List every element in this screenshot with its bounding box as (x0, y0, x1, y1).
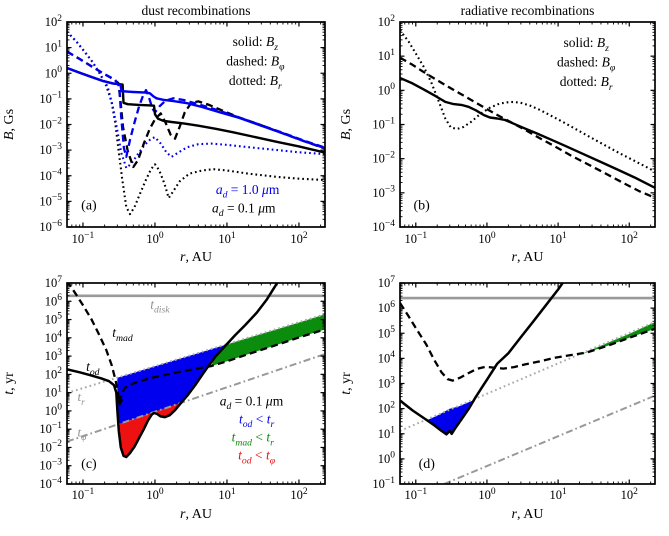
svg-text:10−1: 10−1 (72, 231, 95, 246)
svg-text:105: 105 (45, 311, 63, 326)
panel-d-chart: 10−1 100 101 102 107 106 105 104 103 102 101 100 10−… (339, 275, 656, 522)
svg-text:101: 101 (549, 487, 567, 502)
svg-text:10−1: 10−1 (372, 476, 395, 491)
svg-text:tod < tφ: tod < tφ (238, 448, 276, 467)
svg-text:102: 102 (290, 231, 308, 246)
svg-text:103: 103 (378, 375, 396, 390)
svg-text:107: 107 (45, 275, 63, 290)
svg-text:t, yr: t, yr (2, 372, 17, 395)
svg-text:10−1: 10−1 (39, 421, 62, 436)
svg-text:101: 101 (45, 39, 63, 54)
svg-text:B, Gs: B, Gs (2, 109, 17, 140)
svg-text:101: 101 (549, 231, 567, 246)
svg-text:dashed: Bφ: dashed: Bφ (557, 55, 616, 74)
panel-c-chart: 10−1 100 101 102 107 106 105 104 103 102 101 100 10−… (2, 275, 326, 522)
svg-text:radiative recombinations: radiative recombinations (461, 3, 595, 18)
svg-text:10−1: 10−1 (39, 91, 62, 106)
svg-text:dotted: Br: dotted: Br (560, 74, 613, 93)
svg-text:100: 100 (478, 487, 496, 502)
svg-text:solid: Bz: solid: Bz (563, 35, 609, 54)
svg-text:10−1: 10−1 (72, 487, 95, 502)
svg-text:10−1: 10−1 (372, 116, 395, 131)
svg-text:10−3: 10−3 (39, 457, 62, 472)
svg-text:r, AU: r, AU (180, 507, 212, 522)
svg-text:101: 101 (218, 487, 236, 502)
svg-text:105: 105 (378, 325, 396, 340)
panel-a-chart: 10−1 100 101 102 102 101 100 10−1 10−2 10−3 10−4 10… (2, 3, 326, 265)
svg-text:10−2: 10−2 (372, 150, 395, 165)
svg-text:10−4: 10−4 (39, 168, 62, 183)
svg-text:10−4: 10−4 (39, 476, 62, 491)
svg-text:10−4: 10−4 (372, 219, 395, 234)
svg-text:tdisk: tdisk (150, 297, 170, 316)
svg-text:100: 100 (378, 451, 396, 466)
svg-text:102: 102 (378, 14, 396, 29)
svg-text:102: 102 (290, 487, 308, 502)
svg-text:r, AU: r, AU (180, 250, 212, 265)
svg-text:100: 100 (45, 65, 63, 80)
svg-text:10−3: 10−3 (372, 185, 395, 200)
svg-text:102: 102 (45, 14, 63, 29)
svg-text:10−6: 10−6 (39, 219, 62, 234)
svg-text:101: 101 (218, 231, 236, 246)
svg-text:100: 100 (378, 82, 396, 97)
svg-text:10−1: 10−1 (404, 487, 427, 502)
svg-text:100: 100 (478, 231, 496, 246)
svg-text:(a): (a) (81, 198, 97, 213)
svg-text:10−1: 10−1 (404, 231, 427, 246)
svg-text:104: 104 (378, 350, 396, 365)
svg-text:(b): (b) (414, 198, 431, 213)
svg-text:t, yr: t, yr (339, 372, 354, 395)
svg-text:(c): (c) (81, 457, 97, 472)
svg-text:tmad < tr: tmad < tr (232, 429, 275, 448)
svg-text:ad = 1.0 μm: ad = 1.0 μm (216, 182, 280, 201)
svg-text:102: 102 (378, 400, 396, 415)
svg-text:101: 101 (378, 48, 396, 63)
svg-text:(d): (d) (419, 457, 436, 472)
svg-text:tod < tr: tod < tr (239, 411, 275, 430)
svg-text:106: 106 (378, 300, 396, 315)
svg-text:100: 100 (45, 403, 63, 418)
svg-text:10−2: 10−2 (39, 439, 62, 454)
svg-text:106: 106 (45, 293, 63, 308)
svg-text:dashed: Bφ: dashed: Bφ (226, 54, 285, 73)
svg-text:104: 104 (45, 330, 63, 345)
svg-text:102: 102 (45, 366, 63, 381)
svg-text:103: 103 (45, 348, 63, 363)
svg-text:solid: Bz: solid: Bz (233, 34, 279, 53)
svg-text:101: 101 (45, 384, 63, 399)
svg-text:102: 102 (621, 487, 639, 502)
svg-text:B, Gs: B, Gs (339, 109, 354, 140)
svg-text:tr: tr (78, 389, 86, 408)
svg-text:10−3: 10−3 (39, 142, 62, 157)
svg-text:107: 107 (378, 275, 396, 290)
svg-text:10−5: 10−5 (39, 193, 62, 208)
svg-text:100: 100 (146, 231, 164, 246)
svg-text:dotted: Br: dotted: Br (229, 73, 282, 92)
svg-text:r, AU: r, AU (512, 250, 544, 265)
svg-text:tod: tod (86, 359, 100, 378)
svg-text:ad = 0.1 μm: ad = 0.1 μm (212, 200, 276, 219)
svg-text:dust recombinations: dust recombinations (141, 3, 250, 18)
svg-text:ad = 0.1 μm: ad = 0.1 μm (220, 393, 284, 412)
panel-b-chart: 10−1 100 101 102 102 101 100 10−1 10−2 10−3 10−4 ra… (339, 3, 656, 265)
svg-text:10−2: 10−2 (39, 116, 62, 131)
svg-text:tmad: tmad (112, 325, 133, 344)
svg-text:101: 101 (378, 426, 396, 441)
svg-text:102: 102 (621, 231, 639, 246)
svg-text:100: 100 (146, 487, 164, 502)
svg-text:tφ: tφ (78, 424, 87, 443)
svg-text:r, AU: r, AU (512, 507, 544, 522)
